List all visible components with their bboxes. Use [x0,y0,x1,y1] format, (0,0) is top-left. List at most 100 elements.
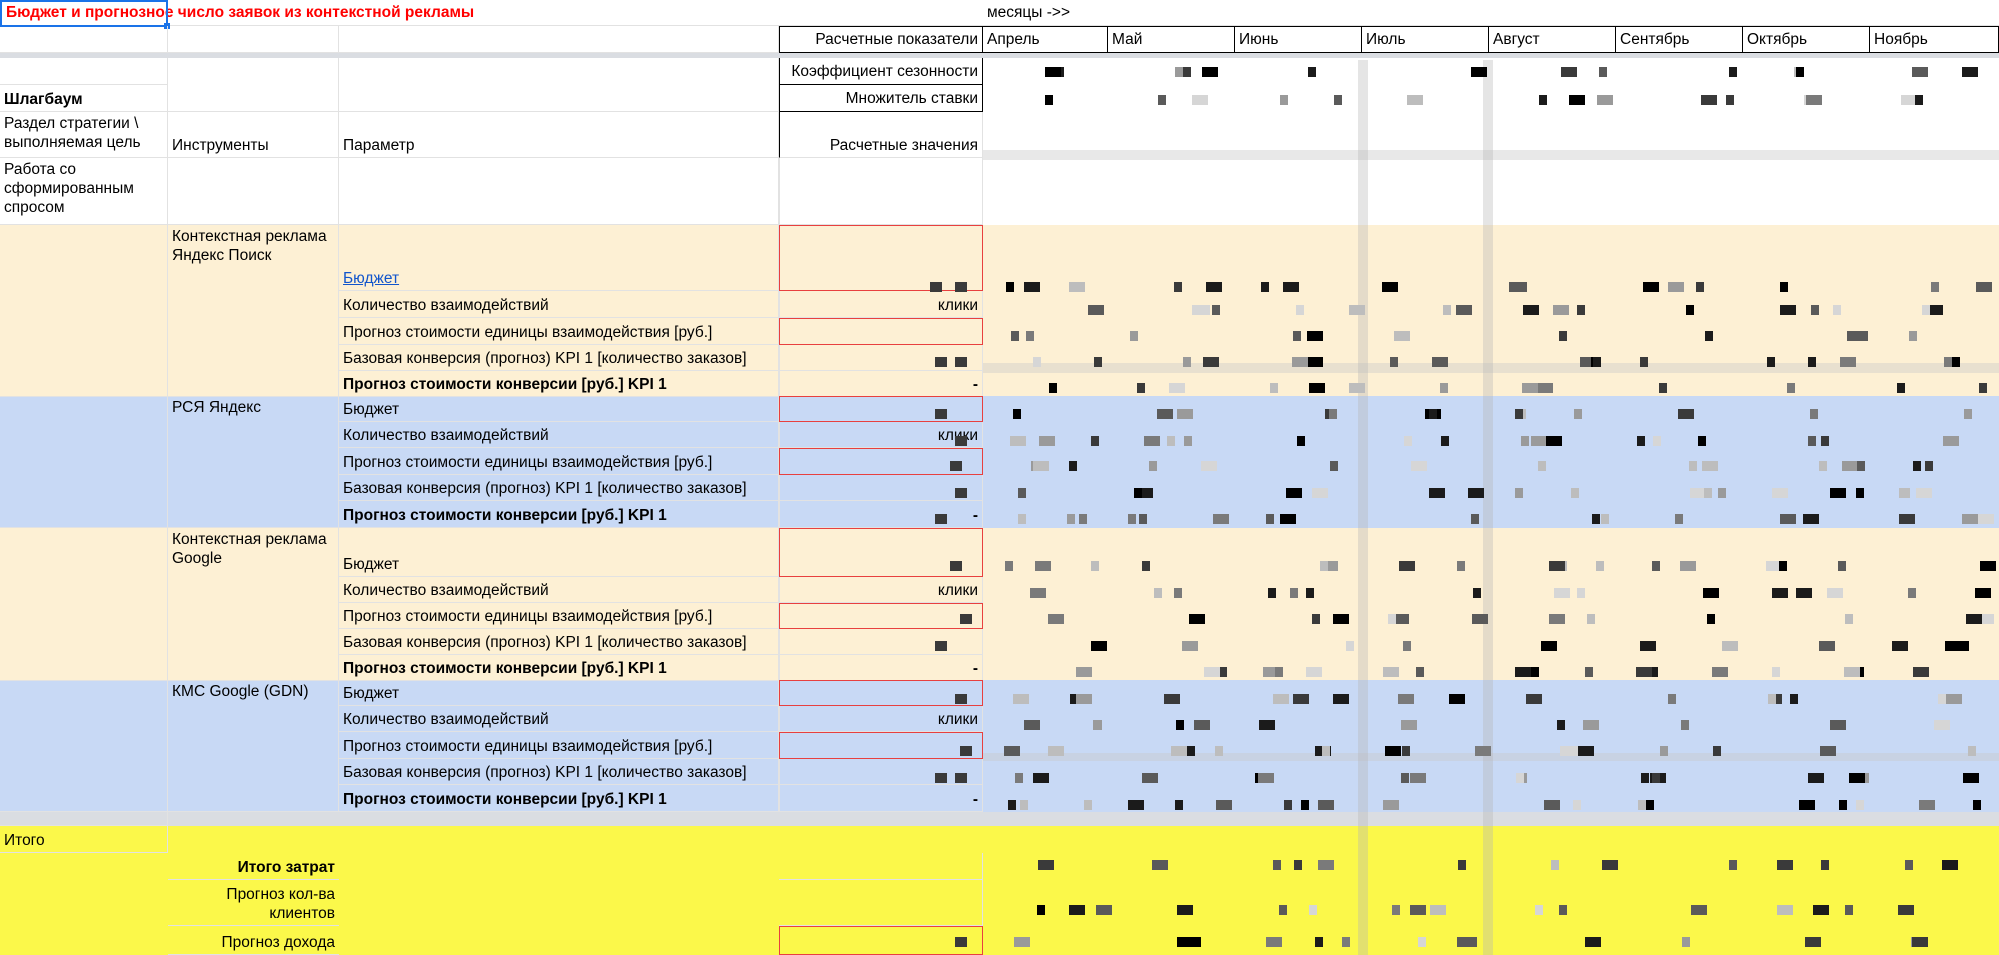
total-value-cell[interactable] [779,926,983,955]
month-header-5[interactable]: Август [1489,26,1616,53]
calc-value-cell[interactable]: - [779,655,983,681]
column-header-calc-values[interactable]: Расчетные значения [779,112,983,158]
calc-indicators-label[interactable]: Расчетные показатели [779,26,983,53]
param-cell[interactable]: Прогноз стоимости единицы взаимодействия… [339,448,779,475]
input-value-cell[interactable] [779,680,983,706]
strategy-cell[interactable] [0,225,168,397]
empty-cell[interactable] [168,58,339,112]
param-cell[interactable]: Количество взаимодействий [339,706,779,732]
tool-name[interactable]: КМС Google (GDN) [168,680,339,812]
column-header-strategy[interactable]: Раздел стратегии \ выполняемая цель [0,112,168,158]
param-cell[interactable]: Прогноз стоимости конверсии [руб.] KPI 1 [339,655,779,681]
tool-name[interactable]: Контекстная реклама Google [168,528,339,681]
month-header-3[interactable]: Июнь [1235,26,1362,53]
empty-cell[interactable] [168,158,339,225]
total-row-label[interactable]: Прогноз кол-ва клиентов [168,880,339,926]
redacted-value-block [1401,720,1417,730]
input-value-cell[interactable] [779,528,983,577]
project-name[interactable]: Шлагбаум [0,85,168,112]
param-cell[interactable]: Прогноз стоимости конверсии [руб.] KPI 1 [339,501,779,528]
redacted-value-block [1905,905,1913,915]
calc-value-cell[interactable] [779,629,983,655]
redacted-value-block [1475,746,1491,756]
calc-value-cell[interactable]: - [779,501,983,528]
param-cell[interactable]: Базовая конверсия (прогноз) KPI 1 [колич… [339,475,779,501]
total-value-cell[interactable] [779,853,983,880]
param-cell[interactable]: Прогноз стоимости единицы взаимодействия… [339,603,779,629]
tool-name[interactable]: РСЯ Яндекс [168,396,339,528]
seasonality-label[interactable]: Коэффициент сезонности [779,58,983,85]
tool-name[interactable]: Контекстная реклама Яндекс Поиск [168,225,339,397]
strategy-section[interactable]: Работа со сформированным спросом [0,158,168,225]
redacted-value-block [1301,800,1309,810]
calc-value-cell[interactable]: - [779,785,983,812]
redacted-value-block [1515,667,1531,677]
active-cell-selection[interactable] [0,0,168,27]
param-cell[interactable]: Бюджет [339,528,779,577]
input-value-cell[interactable] [779,448,983,475]
group-band-google [0,528,1999,680]
param-cell[interactable]: Базовая конверсия (прогноз) KPI 1 [колич… [339,759,779,785]
total-row-label[interactable]: Прогноз дохода [168,926,339,955]
month-header-7[interactable]: Октябрь [1743,26,1870,53]
param-cell[interactable]: Бюджет [339,680,779,706]
empty-cell[interactable] [168,26,339,53]
calc-value-cell[interactable]: клики [779,422,983,448]
param-cell[interactable]: Базовая конверсия (прогноз) KPI 1 [колич… [339,629,779,655]
empty-cell[interactable] [339,58,779,112]
redacted-value-block [1411,461,1427,471]
column-header-param[interactable]: Параметр [339,112,779,158]
empty-cell[interactable] [779,158,983,225]
param-cell[interactable]: Количество взаимодействий [339,577,779,603]
param-cell[interactable]: Базовая конверсия (прогноз) KPI 1 [колич… [339,345,779,371]
param-cell[interactable]: Прогноз стоимости конверсии [руб.] KPI 1 [339,371,779,397]
redacted-value-block [1268,588,1276,598]
sheet-title[interactable]: Бюджет и прогнозное число заявок из конт… [0,0,983,26]
redacted-value-block [1038,860,1054,870]
month-header-1[interactable]: Апрель [983,26,1108,53]
strategy-cell[interactable] [0,680,168,812]
redacted-value-block [1091,436,1099,446]
redacted-value-block [1189,614,1205,624]
strategy-cell[interactable] [0,528,168,681]
param-cell[interactable]: Прогноз стоимости единицы взаимодействия… [339,732,779,759]
calc-value-cell[interactable]: клики [779,706,983,732]
param-cell[interactable]: Прогноз стоимости единицы взаимодействия… [339,318,779,345]
total-value-cell[interactable] [779,880,983,926]
strategy-cell[interactable] [0,396,168,528]
input-value-cell[interactable] [779,318,983,345]
empty-cell[interactable] [0,58,168,85]
calc-value-cell[interactable] [779,345,983,371]
month-header-8[interactable]: Ноябрь [1870,26,1999,53]
budget-link[interactable]: Бюджет [343,270,400,287]
month-header-2[interactable]: Май [1108,26,1235,53]
param-cell[interactable]: Количество взаимодействий [339,291,779,318]
calc-value-cell[interactable]: клики [779,577,983,603]
input-value-cell[interactable] [779,225,983,291]
redacted-value-block [1010,436,1026,446]
redacted-value-block [1134,488,1142,498]
total-label[interactable]: Итого [0,826,168,853]
calc-value-cell[interactable] [779,475,983,501]
redacted-value-block [955,488,967,498]
param-cell[interactable]: Прогноз стоимости конверсии [руб.] KPI 1 [339,785,779,812]
input-value-cell[interactable] [779,732,983,759]
redacted-value-block [1404,436,1412,446]
calc-value-cell[interactable]: - [779,371,983,397]
empty-cell[interactable] [0,26,168,53]
calc-value-cell[interactable] [779,759,983,785]
calc-value-cell[interactable]: клики [779,291,983,318]
month-header-4[interactable]: Июль [1362,26,1489,53]
input-value-cell[interactable] [779,603,983,629]
param-cell[interactable]: Бюджет [339,225,779,291]
column-header-tools[interactable]: Инструменты [168,112,339,158]
month-header-6[interactable]: Сентябрь [1616,26,1743,53]
input-value-cell[interactable] [779,396,983,422]
empty-cell[interactable] [339,158,779,225]
empty-cell[interactable] [339,26,779,53]
param-cell[interactable]: Бюджет [339,396,779,422]
rate-multiplier-label[interactable]: Множитель ставки [779,85,983,112]
param-cell[interactable]: Количество взаимодействий [339,422,779,448]
empty-cell[interactable] [0,812,168,826]
total-row-label[interactable]: Итого затрат [168,853,339,880]
